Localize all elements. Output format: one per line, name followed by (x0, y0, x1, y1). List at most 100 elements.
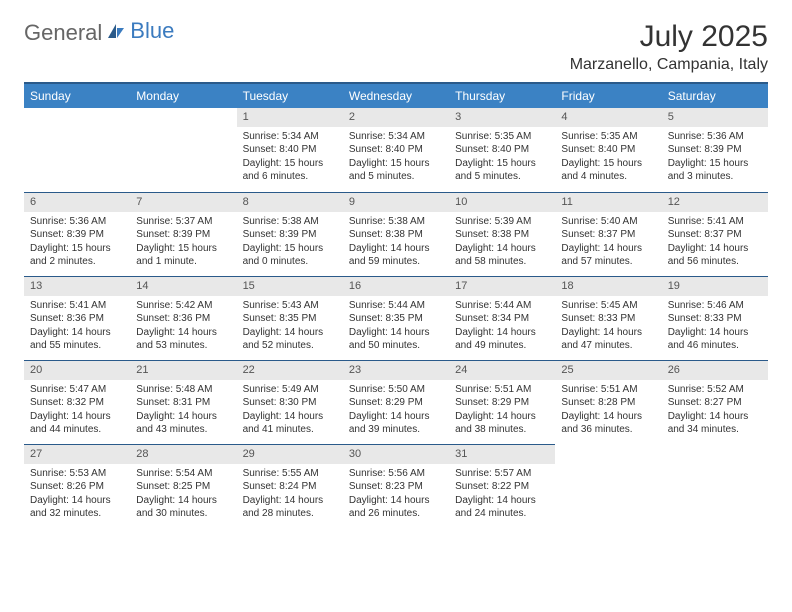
sunset-text: Sunset: 8:38 PM (455, 228, 549, 242)
sunset-text: Sunset: 8:36 PM (136, 312, 230, 326)
calendar-day-cell (555, 444, 661, 528)
day-details: Sunrise: 5:36 AMSunset: 8:39 PMDaylight:… (662, 127, 768, 188)
daylight-text: Daylight: 14 hours (349, 410, 443, 424)
daylight-text: and 0 minutes. (243, 255, 337, 269)
day-details: Sunrise: 5:56 AMSunset: 8:23 PMDaylight:… (343, 464, 449, 525)
day-number: 4 (555, 108, 661, 127)
sunset-text: Sunset: 8:39 PM (668, 143, 762, 157)
weekday-header: Wednesday (343, 83, 449, 108)
daylight-text: Daylight: 14 hours (561, 242, 655, 256)
daylight-text: and 24 minutes. (455, 507, 549, 521)
daylight-text: and 39 minutes. (349, 423, 443, 437)
calendar-day-cell: 17Sunrise: 5:44 AMSunset: 8:34 PMDayligh… (449, 276, 555, 360)
calendar-day-cell: 24Sunrise: 5:51 AMSunset: 8:29 PMDayligh… (449, 360, 555, 444)
sunrise-text: Sunrise: 5:34 AM (243, 130, 337, 144)
daylight-text: Daylight: 15 hours (349, 157, 443, 171)
daylight-text: Daylight: 14 hours (349, 242, 443, 256)
sunrise-text: Sunrise: 5:47 AM (30, 383, 124, 397)
sunset-text: Sunset: 8:33 PM (561, 312, 655, 326)
sunrise-text: Sunrise: 5:44 AM (455, 299, 549, 313)
sunrise-text: Sunrise: 5:55 AM (243, 467, 337, 481)
daylight-text: and 1 minute. (136, 255, 230, 269)
daylight-text: Daylight: 14 hours (455, 494, 549, 508)
sunrise-text: Sunrise: 5:42 AM (136, 299, 230, 313)
sunset-text: Sunset: 8:29 PM (455, 396, 549, 410)
sunset-text: Sunset: 8:39 PM (136, 228, 230, 242)
sunset-text: Sunset: 8:22 PM (455, 480, 549, 494)
daylight-text: Daylight: 14 hours (136, 410, 230, 424)
day-details: Sunrise: 5:52 AMSunset: 8:27 PMDaylight:… (662, 380, 768, 441)
month-title: July 2025 (570, 20, 768, 54)
calendar-day-cell: 18Sunrise: 5:45 AMSunset: 8:33 PMDayligh… (555, 276, 661, 360)
sunrise-text: Sunrise: 5:41 AM (30, 299, 124, 313)
weekday-header: Saturday (662, 83, 768, 108)
day-number: 14 (130, 276, 236, 296)
sunrise-text: Sunrise: 5:43 AM (243, 299, 337, 313)
day-number: 11 (555, 192, 661, 212)
sunset-text: Sunset: 8:30 PM (243, 396, 337, 410)
sunrise-text: Sunrise: 5:40 AM (561, 215, 655, 229)
sunrise-text: Sunrise: 5:45 AM (561, 299, 655, 313)
daylight-text: Daylight: 15 hours (243, 242, 337, 256)
sunset-text: Sunset: 8:36 PM (30, 312, 124, 326)
weekday-header: Thursday (449, 83, 555, 108)
title-block: July 2025 Marzanello, Campania, Italy (570, 20, 768, 74)
daylight-text: and 58 minutes. (455, 255, 549, 269)
daylight-text: and 26 minutes. (349, 507, 443, 521)
daylight-text: Daylight: 14 hours (561, 326, 655, 340)
day-number: 27 (24, 444, 130, 464)
daylight-text: and 5 minutes. (349, 170, 443, 184)
daylight-text: and 3 minutes. (668, 170, 762, 184)
daylight-text: Daylight: 14 hours (30, 494, 124, 508)
sunset-text: Sunset: 8:40 PM (561, 143, 655, 157)
sunset-text: Sunset: 8:40 PM (349, 143, 443, 157)
day-details: Sunrise: 5:44 AMSunset: 8:35 PMDaylight:… (343, 296, 449, 357)
calendar-day-cell: 19Sunrise: 5:46 AMSunset: 8:33 PMDayligh… (662, 276, 768, 360)
sunrise-text: Sunrise: 5:39 AM (455, 215, 549, 229)
sunset-text: Sunset: 8:27 PM (668, 396, 762, 410)
calendar-day-cell: 9Sunrise: 5:38 AMSunset: 8:38 PMDaylight… (343, 192, 449, 276)
daylight-text: and 34 minutes. (668, 423, 762, 437)
calendar-day-cell: 3Sunrise: 5:35 AMSunset: 8:40 PMDaylight… (449, 108, 555, 192)
brand-part1: General (24, 20, 102, 46)
daylight-text: and 50 minutes. (349, 339, 443, 353)
brand-part2: Blue (130, 18, 174, 44)
sunset-text: Sunset: 8:37 PM (561, 228, 655, 242)
calendar-day-cell: 15Sunrise: 5:43 AMSunset: 8:35 PMDayligh… (237, 276, 343, 360)
day-number: 3 (449, 108, 555, 127)
daylight-text: Daylight: 15 hours (455, 157, 549, 171)
day-details: Sunrise: 5:38 AMSunset: 8:39 PMDaylight:… (237, 212, 343, 273)
day-details: Sunrise: 5:54 AMSunset: 8:25 PMDaylight:… (130, 464, 236, 525)
sunset-text: Sunset: 8:38 PM (349, 228, 443, 242)
day-number: 6 (24, 192, 130, 212)
sunset-text: Sunset: 8:39 PM (30, 228, 124, 242)
calendar-table: Sunday Monday Tuesday Wednesday Thursday… (24, 82, 768, 528)
daylight-text: Daylight: 14 hours (243, 494, 337, 508)
day-number: 25 (555, 360, 661, 380)
sunrise-text: Sunrise: 5:44 AM (349, 299, 443, 313)
calendar-day-cell: 31Sunrise: 5:57 AMSunset: 8:22 PMDayligh… (449, 444, 555, 528)
sunrise-text: Sunrise: 5:38 AM (243, 215, 337, 229)
day-number: 8 (237, 192, 343, 212)
daylight-text: Daylight: 14 hours (455, 242, 549, 256)
daylight-text: Daylight: 14 hours (668, 326, 762, 340)
day-details: Sunrise: 5:41 AMSunset: 8:37 PMDaylight:… (662, 212, 768, 273)
daylight-text: and 53 minutes. (136, 339, 230, 353)
daylight-text: Daylight: 14 hours (243, 326, 337, 340)
calendar-day-cell: 28Sunrise: 5:54 AMSunset: 8:25 PMDayligh… (130, 444, 236, 528)
day-number: 23 (343, 360, 449, 380)
day-details: Sunrise: 5:55 AMSunset: 8:24 PMDaylight:… (237, 464, 343, 525)
sunset-text: Sunset: 8:35 PM (349, 312, 443, 326)
day-details: Sunrise: 5:49 AMSunset: 8:30 PMDaylight:… (237, 380, 343, 441)
weekday-header: Monday (130, 83, 236, 108)
daylight-text: and 57 minutes. (561, 255, 655, 269)
day-number: 16 (343, 276, 449, 296)
calendar-week-row: 13Sunrise: 5:41 AMSunset: 8:36 PMDayligh… (24, 276, 768, 360)
sunrise-text: Sunrise: 5:49 AM (243, 383, 337, 397)
page-header: General Blue July 2025 Marzanello, Campa… (24, 20, 768, 74)
brand-logo: General Blue (24, 20, 174, 46)
sunrise-text: Sunrise: 5:50 AM (349, 383, 443, 397)
day-number: 30 (343, 444, 449, 464)
daylight-text: and 5 minutes. (455, 170, 549, 184)
calendar-week-row: 20Sunrise: 5:47 AMSunset: 8:32 PMDayligh… (24, 360, 768, 444)
